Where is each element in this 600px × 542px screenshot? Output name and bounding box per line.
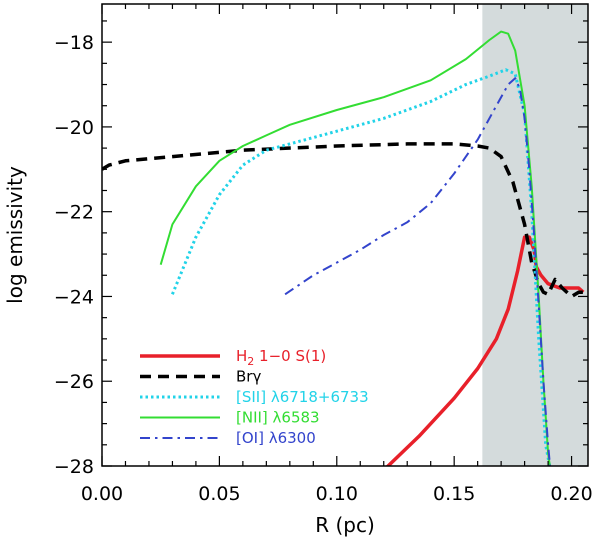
legend-label-0: H2 1−0 S(1)	[236, 347, 326, 368]
y-axis-title: log emissivity	[3, 166, 27, 304]
legend-label-main: [SII] λ6718+6733	[236, 388, 369, 406]
series-line-4	[284, 77, 552, 466]
x-tick-label: 0.05	[198, 483, 240, 505]
plot-frame	[101, 3, 589, 467]
y-tick-label: −24	[54, 286, 94, 308]
legend: H2 1−0 S(1)Brγ[SII] λ6718+6733[NII] λ658…	[140, 347, 369, 447]
legend-label-1: Brγ	[236, 368, 261, 386]
x-tick-label: 0.15	[433, 483, 475, 505]
y-tick-label: −22	[54, 202, 94, 224]
legend-label-4: [OI] λ6300	[236, 429, 316, 447]
legend-label-rest: 1−0 S(1)	[254, 347, 326, 365]
legend-label-main: H	[236, 347, 247, 365]
x-axis-title: R (pc)	[315, 513, 375, 537]
legend-label-2: [SII] λ6718+6733	[236, 388, 369, 406]
series-line-3	[159, 30, 551, 466]
x-tick-label: 0.20	[550, 483, 592, 505]
x-tick-label: 0.10	[316, 483, 358, 505]
y-tick-label: −20	[54, 117, 94, 139]
legend-label-3: [NII] λ6583	[236, 409, 320, 427]
series-line-1	[102, 142, 584, 299]
legend-label-main: [NII] λ6583	[236, 409, 320, 427]
y-tick-label: −18	[54, 32, 94, 54]
x-tick-label: 0.00	[81, 483, 123, 505]
y-tick-label: −28	[54, 456, 94, 478]
legend-label-subscript: 2	[247, 355, 254, 368]
series-line-2	[171, 68, 552, 466]
legend-label-main: Brγ	[236, 368, 261, 386]
legend-label-main: [OI] λ6300	[236, 429, 316, 447]
y-tick-label: −26	[54, 371, 94, 393]
